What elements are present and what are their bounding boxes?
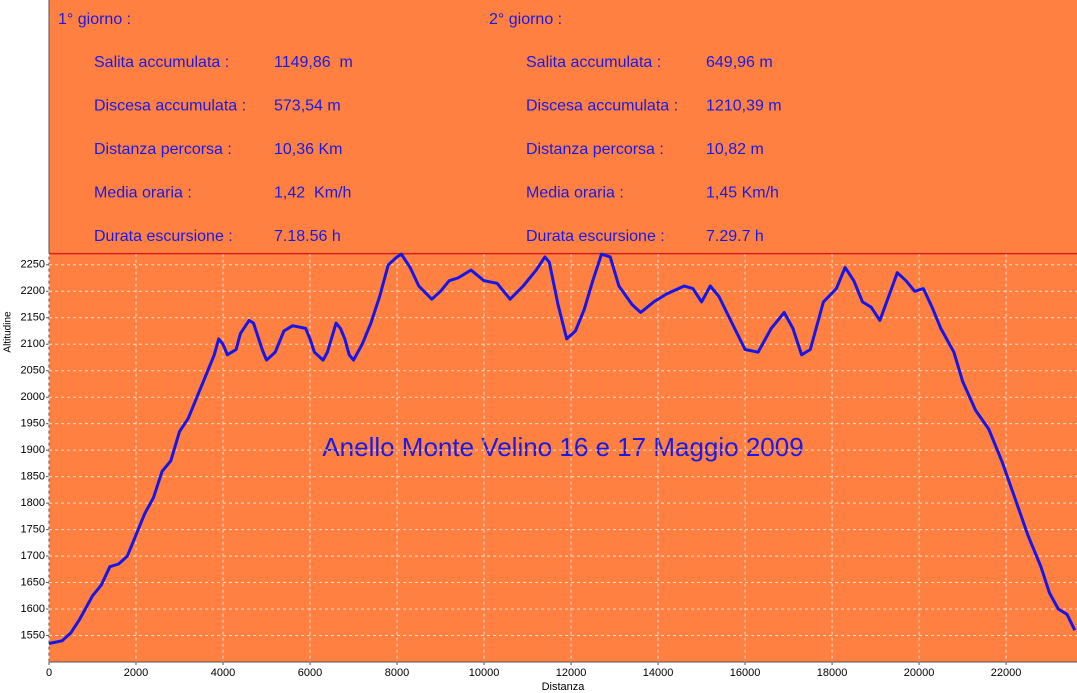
- x-axis-label: Distanza: [542, 681, 586, 693]
- y-tick-label: 2150: [21, 312, 45, 324]
- y-tick-label: 2050: [21, 365, 45, 377]
- y-tick-label: 2100: [21, 338, 45, 350]
- stats-label: Media oraria :: [94, 185, 192, 202]
- x-tick-label: 16000: [730, 667, 761, 679]
- stats-value: 1149,86 m: [274, 54, 353, 71]
- x-tick-label: 10000: [469, 667, 500, 679]
- stats-value: 649,96 m: [706, 54, 773, 71]
- y-tick-label: 1800: [21, 497, 45, 509]
- y-tick-label: 1650: [21, 576, 45, 588]
- y-axis-label: Altitudine: [3, 311, 14, 353]
- stats-value: 1,42 Km/h: [274, 185, 351, 202]
- x-tick-label: 4000: [211, 667, 235, 679]
- x-tick-label: 20000: [904, 667, 935, 679]
- y-tick-label: 1700: [21, 550, 45, 562]
- stats-label: Durata escursione :: [526, 228, 665, 245]
- stats-value: 7.29.7 h: [706, 228, 764, 245]
- x-tick-label: 8000: [385, 667, 409, 679]
- stats-value: 1210,39 m: [706, 98, 782, 115]
- y-tick-label: 2200: [21, 285, 45, 297]
- x-tick-label: 0: [46, 667, 52, 679]
- y-tick-label: 1600: [21, 603, 45, 615]
- x-tick-label: 22000: [991, 667, 1022, 679]
- x-tick-label: 12000: [556, 667, 587, 679]
- stats-label: Distanza percorsa :: [94, 141, 232, 158]
- y-tick-label: 2000: [21, 391, 45, 403]
- stats-value: 7.18.56 h: [274, 228, 341, 245]
- y-tick-label: 1850: [21, 471, 45, 483]
- y-tick-label: 1550: [21, 629, 45, 641]
- y-tick-label: 1750: [21, 524, 45, 536]
- y-tick-label: 2250: [21, 259, 45, 271]
- stats-label: Discesa accumulata :: [94, 98, 246, 115]
- stats-day-title: 1° giorno :: [58, 11, 131, 28]
- stats-value: 573,54 m: [274, 98, 341, 115]
- x-tick-label: 14000: [643, 667, 674, 679]
- elevation-line: [48, 252, 1077, 645]
- stats-label: Media oraria :: [526, 185, 624, 202]
- stats-label: Salita accumulata :: [94, 54, 229, 71]
- stats-label: Distanza percorsa :: [526, 141, 664, 158]
- stats-label: Discesa accumulata :: [526, 98, 678, 115]
- stats-value: 10,82 m: [706, 141, 764, 158]
- y-tick-label: 1950: [21, 418, 45, 430]
- x-tick-label: 18000: [817, 667, 848, 679]
- plot-area: [49, 0, 1077, 662]
- stats-value: 1,45 Km/h: [706, 185, 779, 202]
- stats-label: Durata escursione :: [94, 228, 233, 245]
- annotation: Anello Monte Velino 16 e 17 Maggio 2009: [322, 432, 803, 462]
- stats-label: Salita accumulata :: [526, 54, 661, 71]
- x-tick-label: 6000: [298, 667, 322, 679]
- x-tick-label: 2000: [124, 667, 148, 679]
- y-tick-label: 1900: [21, 444, 45, 456]
- stats-day-title: 2° giorno :: [489, 11, 562, 28]
- stats-value: 10,36 Km: [274, 141, 342, 158]
